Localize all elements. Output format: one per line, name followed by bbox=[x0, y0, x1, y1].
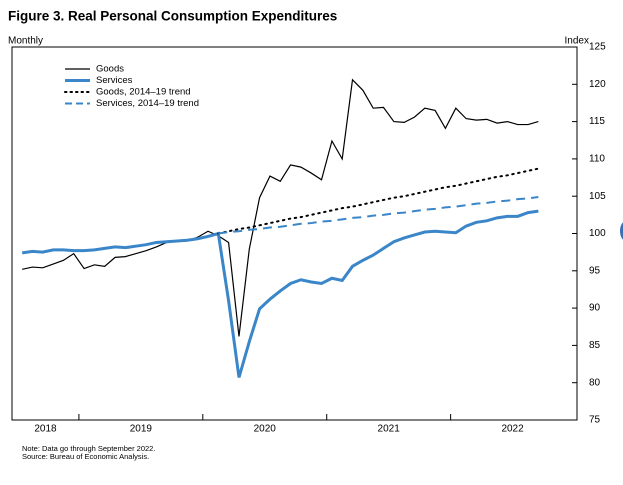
x-tick-label: 2019 bbox=[130, 424, 153, 435]
y-tick-label: 100 bbox=[589, 228, 606, 239]
ui-edge-button[interactable] bbox=[620, 221, 623, 241]
y-tick-label: 110 bbox=[589, 154, 605, 165]
y-tick-label: 85 bbox=[589, 340, 601, 351]
chart-title: Figure 3. Real Personal Consumption Expe… bbox=[8, 9, 337, 24]
x-tick-label: 2020 bbox=[254, 424, 277, 435]
legend-label: Services, 2014–19 trend bbox=[96, 98, 199, 109]
y-tick-label: 125 bbox=[589, 42, 606, 53]
legend-label: Services bbox=[96, 75, 133, 86]
y-tick-label: 105 bbox=[589, 191, 606, 202]
series-line bbox=[217, 167, 540, 235]
y-tick-label: 120 bbox=[589, 79, 606, 90]
series-line bbox=[21, 209, 539, 378]
y-tick-label: 115 bbox=[589, 116, 605, 127]
legend-label: Goods, 2014–19 trend bbox=[96, 87, 191, 98]
legend-label: Goods bbox=[96, 64, 124, 75]
y-tick-label: 80 bbox=[589, 377, 601, 388]
x-tick-label: 2021 bbox=[378, 424, 401, 435]
x-tick-label: 2022 bbox=[501, 424, 524, 435]
source: Source: Bureau of Economic Analysis. bbox=[22, 452, 149, 461]
note: Note: Data go through September 2022. bbox=[22, 444, 155, 453]
series-line bbox=[22, 78, 539, 337]
left-label: Monthly bbox=[8, 36, 43, 47]
y-tick-label: 90 bbox=[589, 303, 601, 314]
series-line bbox=[218, 195, 539, 235]
y-axis-label: Index bbox=[565, 36, 589, 47]
y-tick-label: 95 bbox=[589, 265, 601, 276]
y-tick-label: 75 bbox=[589, 415, 601, 426]
x-tick-label: 2018 bbox=[34, 424, 57, 435]
